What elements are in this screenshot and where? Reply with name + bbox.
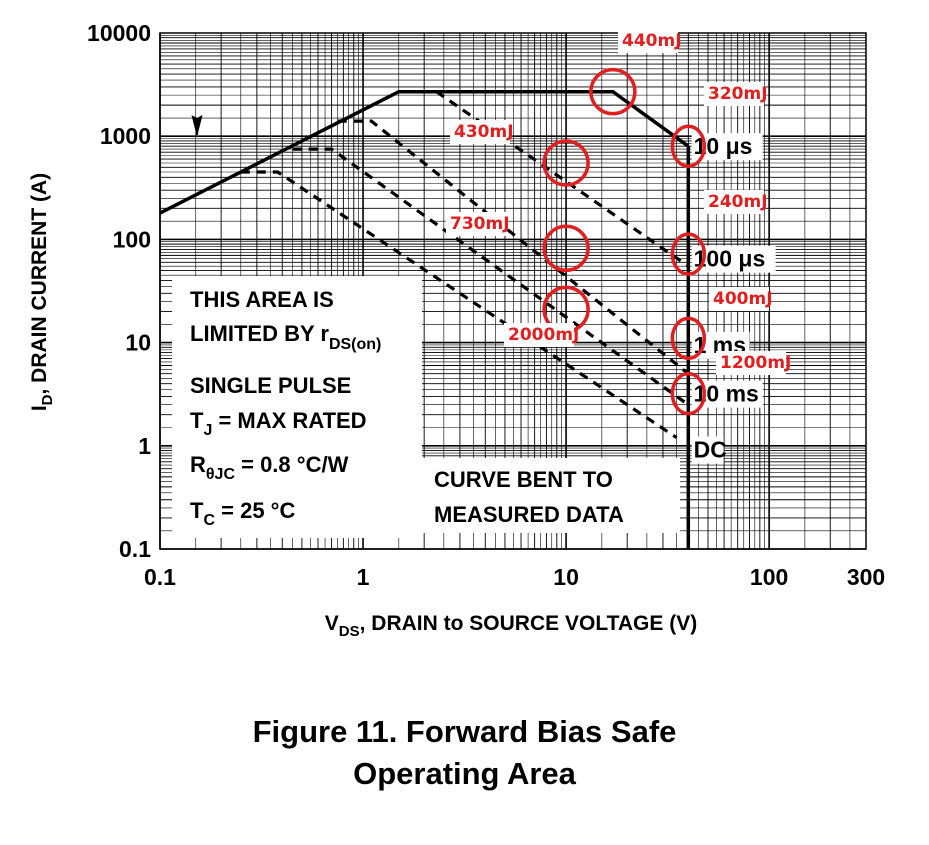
energy-label: 240mJ bbox=[708, 192, 768, 212]
energy-marker-circle bbox=[542, 139, 590, 187]
annotation-box-bottom bbox=[422, 458, 680, 533]
energy-label-bg bbox=[709, 287, 769, 311]
x-tick-label: 300 bbox=[847, 564, 885, 590]
energy-marker-circle bbox=[670, 124, 707, 168]
energy-label-bg bbox=[446, 212, 506, 236]
energy-marker-circle bbox=[542, 224, 590, 273]
energy-label: 1200mJ bbox=[720, 353, 791, 373]
energy-marker-circle bbox=[589, 67, 637, 116]
annotation-rth: RθJC = 0.8 °C/W bbox=[190, 452, 349, 483]
figure-caption-line-1: Figure 11. Forward Bias Safe bbox=[252, 714, 677, 749]
annotation-limit-line1: THIS AREA IS bbox=[190, 287, 334, 312]
energy-marker-circle bbox=[670, 232, 707, 276]
annotation-limit-line2: LIMITED BY rDS(on) bbox=[190, 321, 381, 353]
annotation-box-left bbox=[172, 276, 422, 538]
energy-label-bg bbox=[504, 323, 574, 347]
energy-label: 400mJ bbox=[713, 289, 773, 309]
energy-marker-circle bbox=[670, 371, 707, 416]
y-tick-label: 100 bbox=[113, 226, 151, 252]
tick-labels: 0.1 1 10 100 300 0.1 1 10 100 1000 10000 bbox=[87, 20, 885, 590]
energy-marker-circle bbox=[670, 316, 707, 361]
energy-label: 440mJ bbox=[622, 31, 682, 51]
energy-label: 2000mJ bbox=[508, 325, 579, 345]
energy-label-bg bbox=[716, 351, 786, 375]
annotation-single-pulse: SINGLE PULSE bbox=[190, 373, 351, 398]
annotation-curve-note-1: CURVE BENT TO bbox=[434, 467, 613, 492]
annotation-backgrounds bbox=[172, 276, 680, 538]
y-tick-label: 1 bbox=[138, 433, 151, 459]
y-axis-label: ID, DRAIN CURRENT (A) bbox=[28, 173, 56, 411]
energy-label: 430mJ bbox=[454, 122, 514, 142]
figure-caption-line-2: Operating Area bbox=[353, 756, 576, 791]
soa-chart: 0.1 1 10 100 300 0.1 1 10 100 1000 10000 ID, DRAIN… bbox=[28, 20, 885, 640]
energy-markers: 440mJ 320mJ 430mJ 240mJ 730mJ 400mJ 2000mJ 1200… bbox=[446, 29, 791, 416]
energy-label-bg bbox=[704, 190, 764, 214]
curve-10-s bbox=[159, 89, 690, 215]
x-axis-label: VDS, DRAIN to SOURCE VOLTAGE (V) bbox=[325, 612, 697, 640]
curve-label-bg bbox=[691, 436, 724, 464]
x-tick-label: 0.1 bbox=[144, 564, 176, 590]
energy-label: 320mJ bbox=[708, 84, 768, 104]
curve-1-ms bbox=[337, 119, 690, 375]
annotation-tc: TC = 25 °C bbox=[190, 498, 295, 529]
energy-label: 730mJ bbox=[450, 214, 510, 234]
plot-frame bbox=[159, 32, 867, 550]
y-tick-label: 0.1 bbox=[119, 536, 151, 562]
annotation-tj: TJ = MAX RATED bbox=[190, 408, 367, 439]
x-tick-label: 10 bbox=[553, 564, 579, 590]
arrow-up-icon bbox=[191, 115, 203, 135]
energy-label-bg bbox=[618, 29, 678, 53]
x-tick-label: 100 bbox=[750, 564, 788, 590]
annotation-curve-note-2: MEASURED DATA bbox=[434, 502, 624, 527]
x-tick-label: 1 bbox=[357, 564, 370, 590]
y-tick-label: 10000 bbox=[87, 20, 151, 46]
curve-label: DC bbox=[694, 437, 727, 463]
curve-dc bbox=[240, 170, 678, 439]
energy-label-bg bbox=[704, 82, 764, 106]
axis-titles: ID, DRAIN CURRENT (A) VDS, DRAIN to SOUR… bbox=[28, 173, 697, 640]
y-tick-label: 10 bbox=[125, 330, 151, 356]
energy-label-bg bbox=[450, 120, 510, 144]
chart-annotations: THIS AREA IS LIMITED BY rDS(on) SINGLE P… bbox=[190, 287, 624, 529]
y-tick-label: 1000 bbox=[100, 123, 151, 149]
curve-10-ms bbox=[292, 147, 690, 407]
